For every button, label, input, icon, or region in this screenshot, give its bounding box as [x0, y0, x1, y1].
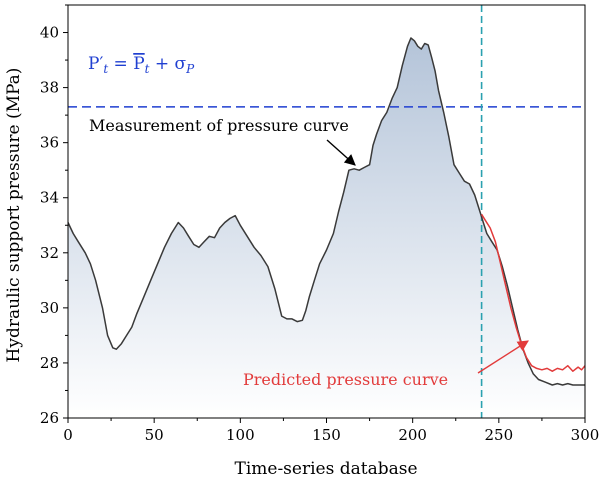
- y-tick-label: 38: [40, 79, 59, 97]
- y-axis-title: Hydraulic support pressure (MPa): [4, 68, 24, 363]
- predicted-annotation: Predicted pressure curve: [243, 370, 448, 389]
- x-tick-label: 50: [145, 426, 164, 444]
- y-tick-label: 32: [40, 244, 59, 262]
- y-tick-label: 28: [40, 354, 59, 372]
- x-tick-label: 300: [571, 426, 600, 444]
- y-tick-label: 34: [40, 189, 59, 207]
- x-axis-title: Time-series database: [234, 459, 417, 479]
- y-tick-label: 36: [40, 134, 59, 152]
- x-tick-label: 200: [398, 426, 427, 444]
- measurement-area-fill: [68, 38, 585, 418]
- threshold-formula: P′t = Pt + σP: [88, 54, 195, 76]
- y-tick-label: 30: [40, 299, 59, 317]
- y-tick-label: 26: [40, 409, 59, 427]
- measurement-annotation: Measurement of pressure curve: [89, 116, 349, 135]
- x-tick-label: 150: [312, 426, 341, 444]
- measurement-line: [67, 37, 585, 386]
- y-tick-label: 40: [40, 24, 59, 42]
- x-tick-label: 250: [485, 426, 514, 444]
- predicted-arrow: [477, 340, 529, 374]
- x-tick-label: 0: [63, 426, 73, 444]
- predicted-line: [480, 213, 586, 372]
- x-tick-label: 100: [226, 426, 255, 444]
- measurement-arrow: [326, 139, 356, 166]
